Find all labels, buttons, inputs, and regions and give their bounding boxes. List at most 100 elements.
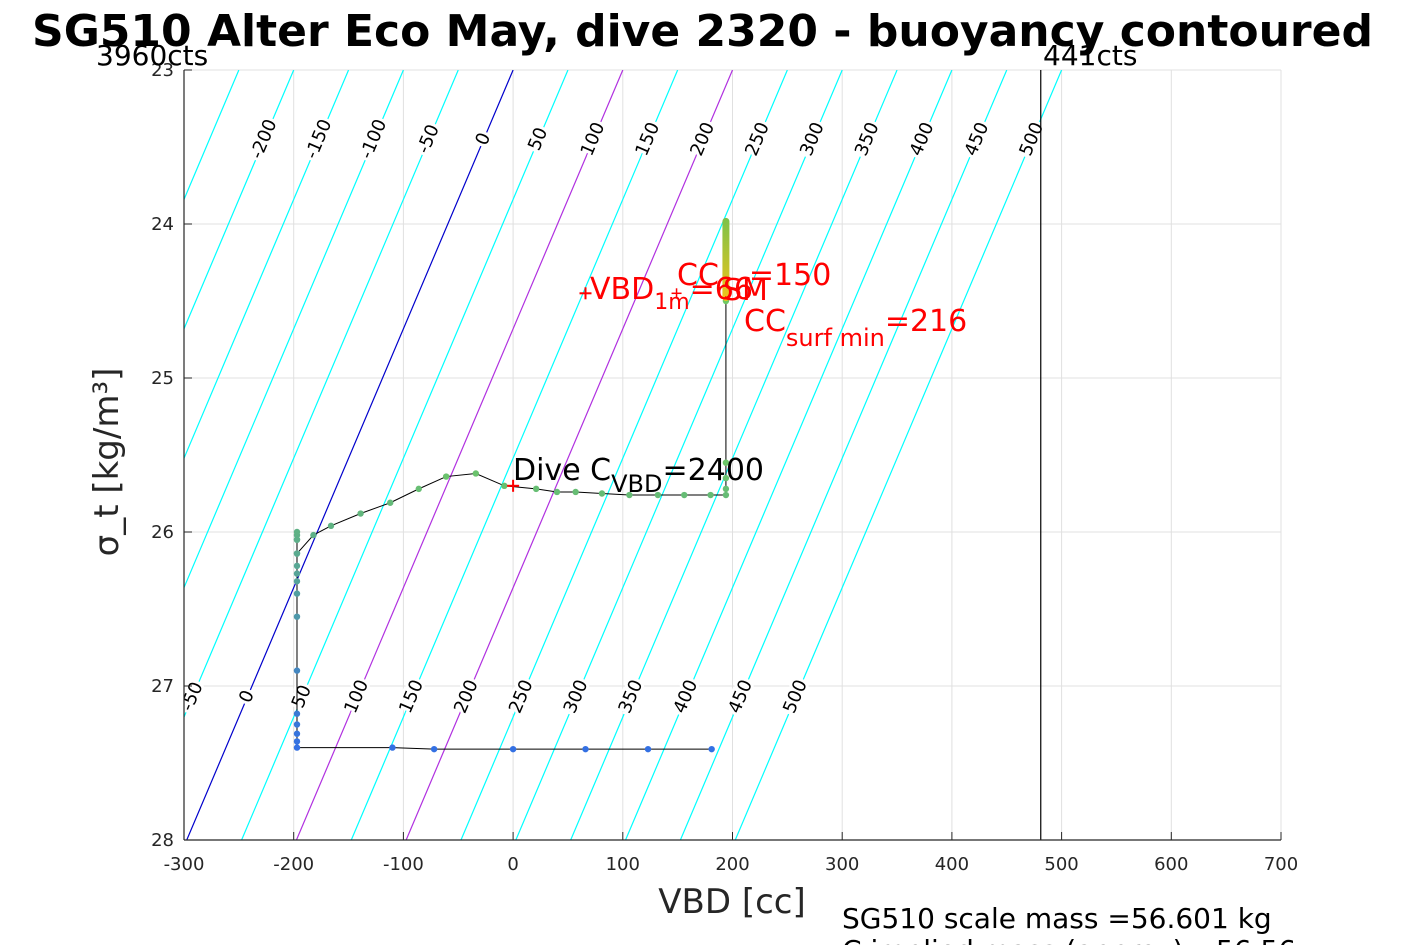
contour-line [184,70,295,331]
cc-surf-main: CC [744,304,786,339]
dive-point [293,528,301,536]
contour-label-bottom: -50 [177,679,208,714]
contour-label-top: -50 [413,121,444,156]
y-axis-label: σ_t [kg/m³] [87,368,127,557]
dive-value: =2400 [663,453,764,488]
dive-point [472,470,480,477]
cc-value: =150 [749,258,831,293]
x-tick-label: 500 [1044,854,1078,875]
contour-line [184,70,404,590]
x-tick-label: -200 [273,854,314,875]
x-tick-label: 700 [1264,854,1298,875]
contour-label-top: 450 [961,119,994,159]
contour-label-top: 250 [741,119,774,159]
x-tick-label: 100 [606,854,640,875]
contour-line [295,70,624,840]
sm-label: SM [723,273,768,308]
contour-label-bottom: 150 [395,677,428,717]
x-axis-label: VBD [cc] [658,882,806,922]
contour-label-bottom: 300 [560,677,593,717]
dive-point [722,485,730,493]
contour-line [679,70,1008,840]
dive-point [293,721,301,728]
contour-label-bottom: 500 [779,677,812,717]
contour-label-top: 100 [577,119,610,159]
dive-point [582,745,589,753]
dive-point [293,744,301,751]
dive-point [387,499,394,506]
cc-surf-value: =216 [885,304,967,339]
dive-point [293,562,301,570]
dive-point [415,485,422,493]
contour-label-top: 150 [631,119,664,159]
dive-point [310,531,317,539]
dive-point [442,473,450,480]
contour-label-bottom: 350 [615,677,648,717]
contour-line [405,70,734,840]
contour-label-top: 200 [686,119,719,159]
vbd-1m-sub: 1m [654,290,689,315]
dive-point [293,710,301,717]
dive-point [598,490,606,497]
footer-scale-mass: SG510 scale mass =56.601 kg [842,902,1272,935]
dive-point [553,488,561,496]
dive-point [293,570,301,577]
y-tick-label: 23 [151,60,174,81]
dive-main: Dive C [513,453,611,488]
contour-label-top: 300 [796,119,829,159]
contour-label-top: -200 [246,116,281,162]
contour-label-bottom: 100 [340,677,373,717]
dive-point [293,550,301,557]
x-tick-label: 200 [715,854,749,875]
contour-label-top: 500 [1015,119,1048,159]
markers [507,287,682,492]
x-tick-label: -300 [164,854,205,875]
dive-point [722,459,730,466]
contour-label-bottom: 450 [724,677,757,717]
dive-point [293,590,301,597]
vbd-1m-annotation: VBD1m=66 [590,272,753,315]
dive-point [708,745,715,753]
dive-point [293,738,301,745]
contour-label-bottom: 250 [505,677,538,717]
contour-label-bottom: 400 [669,677,702,717]
x-tick-label: -100 [383,854,424,875]
contour-line [184,70,459,719]
chart-title: SG510 Alter Eco May, dive 2320 - buoyanc… [32,6,1373,57]
vbd-1m-main: VBD [590,272,654,307]
x-tick-label: 400 [935,854,969,875]
dive-point [722,491,730,499]
dive-point [722,474,730,482]
y-tick-label: 27 [151,676,174,697]
x-tick-label: 300 [825,854,859,875]
contour-line [350,70,679,840]
cc-main: CC [677,258,719,293]
dive-point [626,491,633,499]
contour-line [184,70,350,460]
dive-point [389,744,396,751]
dive-sub: VBD [611,470,662,498]
dive-point [293,667,301,674]
y-tick-label: 26 [151,522,174,543]
contour-label-bottom: 0 [235,687,259,706]
vbd-1m-value: =66 [690,272,753,307]
y-tick-label: 28 [151,830,174,851]
contour-line [460,70,788,840]
cts-left-label: 3960cts [96,39,208,72]
dive-cvbd-annotation: Dive CVBD=2400 [513,453,764,498]
x-tick-label: 600 [1154,854,1188,875]
contour-line [624,70,953,840]
cts-right-label: 441cts [1043,39,1137,72]
y-tick-label: 24 [151,214,174,235]
dive-point [532,485,540,493]
contour-line [570,70,898,840]
dive-point [509,745,517,753]
dive-point [293,578,301,585]
cc-annotation: CC =150 [677,258,831,293]
axes: -300 -200 -100 0 100 200 300 400 500 600 700 23 24 25… [151,60,1298,875]
contour-label-top: 50 [524,124,552,153]
dive-point [654,491,662,499]
surface-track [722,217,730,301]
cc-surf-annotation: CCsurf min=216 [744,304,967,352]
